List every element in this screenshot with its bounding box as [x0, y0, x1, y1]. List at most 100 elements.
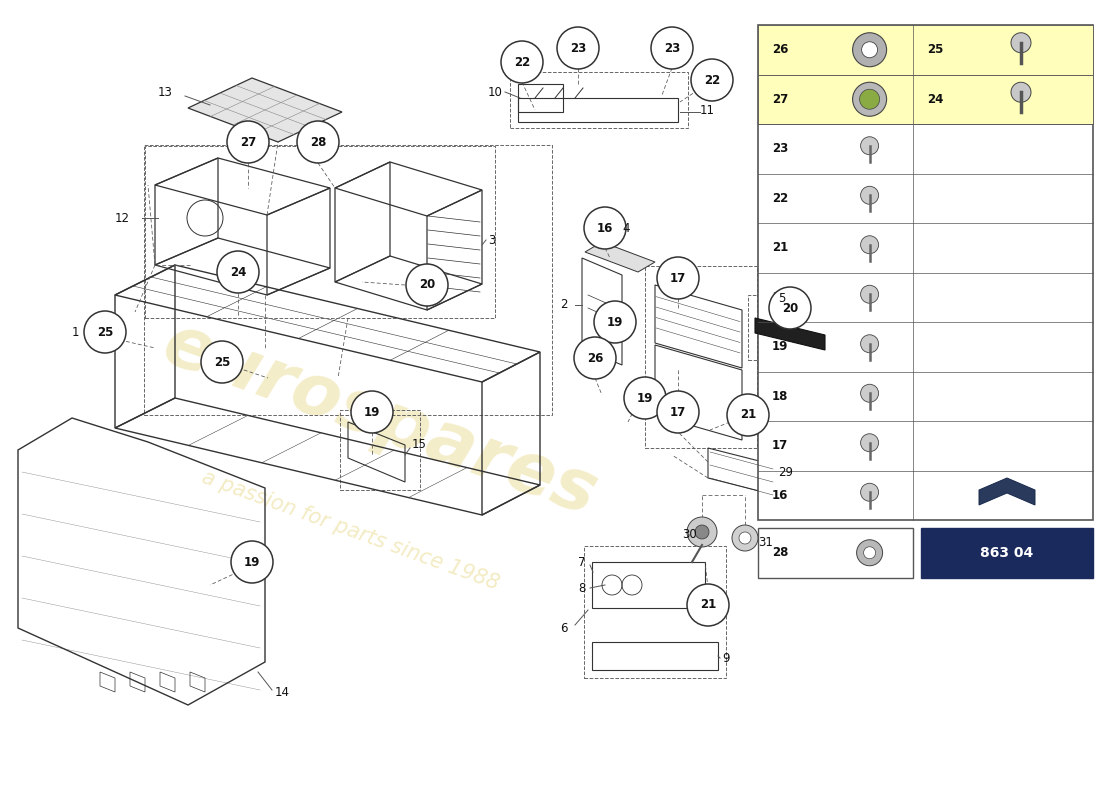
Circle shape [695, 525, 710, 539]
Text: 11: 11 [700, 103, 715, 117]
Text: 16: 16 [772, 489, 789, 502]
Text: 27: 27 [772, 93, 789, 106]
Text: a passion for parts since 1988: a passion for parts since 1988 [199, 466, 502, 594]
Circle shape [691, 59, 733, 101]
Text: 8: 8 [578, 582, 585, 594]
Circle shape [231, 541, 273, 583]
Polygon shape [755, 318, 825, 350]
Text: 14: 14 [275, 686, 290, 698]
Text: 16: 16 [597, 222, 613, 234]
Text: 863 04: 863 04 [980, 546, 1034, 560]
Text: 20: 20 [772, 290, 789, 304]
Text: 23: 23 [570, 42, 586, 54]
Text: 6: 6 [560, 622, 568, 634]
Text: 2: 2 [560, 298, 568, 311]
Text: 22: 22 [772, 192, 789, 205]
Text: 31: 31 [758, 535, 773, 549]
FancyBboxPatch shape [758, 25, 1093, 520]
Text: 24: 24 [230, 266, 246, 278]
Text: 20: 20 [419, 278, 436, 291]
Polygon shape [585, 242, 654, 272]
Text: 24: 24 [927, 93, 944, 106]
Circle shape [860, 236, 879, 254]
Circle shape [351, 391, 393, 433]
Text: 17: 17 [670, 406, 686, 418]
Text: 26: 26 [772, 43, 789, 56]
Circle shape [574, 337, 616, 379]
Circle shape [852, 33, 887, 66]
Text: eurospares: eurospares [154, 310, 606, 530]
Circle shape [860, 286, 879, 303]
Text: 27: 27 [240, 135, 256, 149]
Circle shape [557, 27, 600, 69]
Text: 30: 30 [682, 529, 696, 542]
Circle shape [500, 41, 543, 83]
Text: 19: 19 [364, 406, 381, 418]
Circle shape [227, 121, 270, 163]
Circle shape [860, 137, 879, 154]
Circle shape [860, 434, 879, 452]
Text: 9: 9 [722, 651, 729, 665]
Text: 3: 3 [488, 234, 495, 246]
Circle shape [584, 207, 626, 249]
Text: 13: 13 [158, 86, 173, 98]
FancyBboxPatch shape [758, 25, 1093, 74]
Circle shape [651, 27, 693, 69]
Text: 19: 19 [244, 555, 261, 569]
Text: 25: 25 [927, 43, 944, 56]
Circle shape [84, 311, 126, 353]
Text: 15: 15 [412, 438, 427, 451]
Circle shape [297, 121, 339, 163]
Text: 5: 5 [778, 291, 785, 305]
Text: 17: 17 [772, 439, 789, 452]
Text: 26: 26 [586, 351, 603, 365]
Circle shape [1011, 82, 1031, 102]
Text: 22: 22 [514, 55, 530, 69]
Circle shape [217, 251, 258, 293]
Text: 7: 7 [578, 555, 585, 569]
Circle shape [859, 90, 880, 110]
Text: 25: 25 [213, 355, 230, 369]
Text: 28: 28 [310, 135, 327, 149]
Text: 12: 12 [116, 211, 130, 225]
Circle shape [860, 483, 879, 502]
Circle shape [657, 391, 698, 433]
Circle shape [852, 82, 887, 116]
FancyBboxPatch shape [758, 528, 913, 578]
Circle shape [657, 257, 698, 299]
Text: 19: 19 [637, 391, 653, 405]
Text: 23: 23 [772, 142, 789, 155]
Circle shape [688, 584, 729, 626]
Circle shape [861, 42, 878, 58]
Text: 22: 22 [704, 74, 720, 86]
Text: 23: 23 [664, 42, 680, 54]
Text: 21: 21 [772, 242, 789, 254]
Text: 18: 18 [772, 390, 789, 402]
Text: 10: 10 [488, 86, 503, 98]
Polygon shape [188, 78, 342, 142]
Text: 17: 17 [670, 271, 686, 285]
Circle shape [857, 540, 882, 566]
Circle shape [860, 186, 879, 204]
Text: 20: 20 [782, 302, 799, 314]
Circle shape [727, 394, 769, 436]
Text: 25: 25 [97, 326, 113, 338]
Circle shape [860, 384, 879, 402]
Polygon shape [979, 478, 1035, 505]
Circle shape [688, 517, 717, 547]
Circle shape [1011, 33, 1031, 53]
Circle shape [201, 341, 243, 383]
Text: 21: 21 [700, 598, 716, 611]
Circle shape [739, 532, 751, 544]
Text: 1: 1 [72, 326, 79, 338]
Text: 19: 19 [607, 315, 624, 329]
Text: 28: 28 [772, 546, 789, 559]
Circle shape [769, 287, 811, 329]
Circle shape [624, 377, 666, 419]
Circle shape [860, 334, 879, 353]
Circle shape [406, 264, 448, 306]
Circle shape [864, 546, 876, 558]
Circle shape [594, 301, 636, 343]
FancyBboxPatch shape [758, 74, 1093, 124]
Text: 29: 29 [778, 466, 793, 478]
